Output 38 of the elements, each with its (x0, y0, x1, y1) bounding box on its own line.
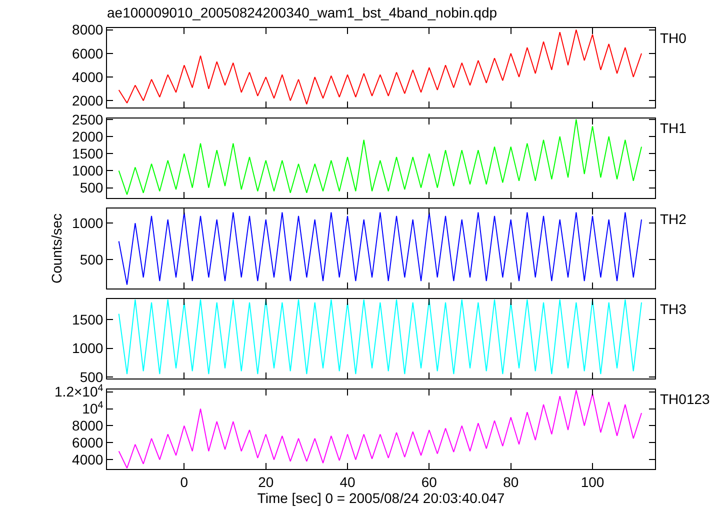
chart-title: ae100009010_20050824200340_wam1_bst_4band_nobin.qdp (107, 4, 498, 21)
y-tick-label: 500 (80, 251, 104, 268)
line-series (118, 390, 642, 469)
x-tick-label: 40 (340, 474, 356, 490)
y-tick-label: 8000 (72, 418, 104, 434)
series-label: TH2 (660, 211, 687, 227)
y-tick-label: 2000 (72, 92, 104, 109)
y-tick-label: 1000 (72, 162, 104, 179)
y-tick-label: 500 (80, 180, 104, 196)
y-tick-label: 1000 (72, 340, 104, 356)
y-tick-label: 10$^{4}$ (82, 400, 104, 417)
line-series (118, 29, 642, 105)
x-axis-title: Time [sec] 0 = 2005/08/24 20:03:40.047 (257, 490, 505, 506)
y-tick-label: 1500 (72, 312, 104, 328)
y-axis-title: Counts/sec (48, 213, 65, 284)
y-tick-label: 2000 (72, 128, 104, 144)
x-tick-label: 100 (580, 474, 604, 490)
x-tick-label: 0 (180, 474, 188, 490)
y-tick-label: 1500 (72, 145, 104, 162)
y-tick-label: 2500 (72, 111, 104, 128)
line-series (118, 118, 642, 196)
x-tick-label: 80 (503, 474, 519, 490)
y-tick-label: 4000 (72, 452, 104, 468)
line-series (118, 212, 642, 286)
y-tick-label: 6000 (72, 434, 104, 451)
y-tick-label: 6000 (72, 45, 104, 62)
x-tick-label: 60 (421, 474, 438, 490)
series-label: TH0123 (660, 391, 710, 407)
y-tick-label: 500 (80, 368, 104, 385)
x-tick-label: 20 (258, 474, 274, 490)
y-tick-label: 8000 (72, 22, 104, 38)
y-tick-label: 1.2×10$^{4}$ (54, 382, 104, 400)
series-label: TH0 (660, 30, 687, 46)
line-series (118, 299, 642, 375)
series-label: TH3 (660, 301, 687, 317)
y-tick-label: 1000 (72, 215, 104, 232)
series-label: TH1 (660, 120, 687, 136)
y-tick-label: 4000 (72, 68, 104, 85)
